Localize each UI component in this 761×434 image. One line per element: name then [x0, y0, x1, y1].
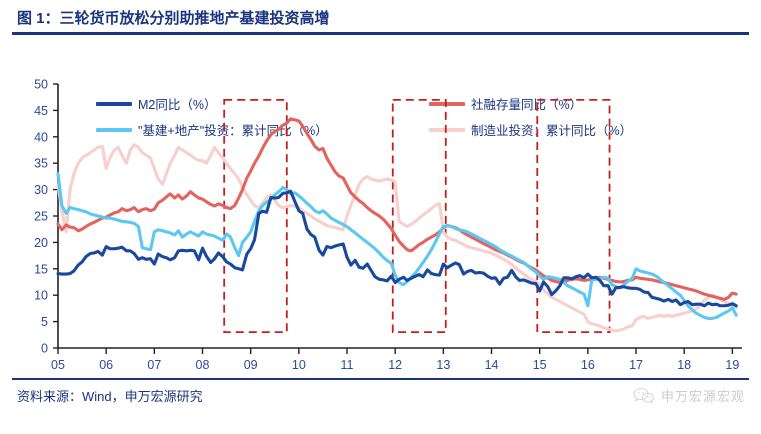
- title-divider: [12, 32, 749, 35]
- x-axis-tick-label: 12: [388, 358, 402, 372]
- y-axis-tick-label: 10: [34, 289, 48, 303]
- figure-header: 图 1：三轮货币放松分别助推地产基建投资高增: [0, 0, 761, 35]
- series-line-0: [56, 189, 738, 308]
- y-axis-tick-label: 0: [41, 342, 48, 356]
- legend-item-sherong: 社融存量同比（%）: [429, 94, 582, 113]
- x-axis-tick-label: 16: [581, 358, 595, 372]
- y-axis-tick-label: 45: [34, 104, 48, 118]
- x-axis-tick-label: 06: [99, 358, 113, 372]
- series-line-1: [56, 117, 738, 301]
- x-axis-tick-label: 15: [533, 358, 547, 372]
- x-axis-tick-label: 09: [244, 358, 258, 372]
- x-axis-tick-label: 13: [436, 358, 450, 372]
- legend-swatch-m2: [96, 101, 132, 106]
- x-axis-tick-label: 14: [485, 358, 499, 372]
- chart-legend: M2同比（%） 社融存量同比（%） "基建+地产"投资：累计同比（%） 制造业投…: [0, 44, 761, 138]
- legend-label-sherong: 社融存量同比（%）: [471, 98, 583, 112]
- legend-label-m2: M2同比（%）: [138, 98, 217, 112]
- series-line-3: [56, 143, 738, 333]
- watermark-label: 申万宏源宏观: [660, 389, 745, 404]
- legend-label-manufacturing: 制造业投资：累计同比（%）: [471, 124, 633, 138]
- legend-swatch-sherong: [429, 101, 465, 106]
- x-axis-tick-label: 17: [629, 358, 643, 372]
- x-axis-tick-label: 07: [147, 358, 161, 372]
- y-axis-tick-label: 5: [41, 315, 48, 329]
- series-line-2: [56, 172, 738, 320]
- x-axis-tick-label: 19: [725, 358, 739, 372]
- y-axis-tick-label: 50: [34, 78, 48, 92]
- y-axis-tick-label: 25: [34, 210, 48, 224]
- y-axis-tick-label: 40: [34, 130, 48, 144]
- highlight-box-2015-2016: [536, 98, 611, 334]
- y-axis-tick-label: 20: [34, 236, 48, 250]
- y-axis-tick-label: 30: [34, 183, 48, 197]
- legend-swatch-manufacturing: [429, 127, 465, 132]
- highlight-box-2008-2009: [223, 98, 288, 334]
- x-axis-tick-label: 18: [677, 358, 691, 372]
- x-axis-tick-label: 11: [341, 358, 354, 372]
- y-axis-tick-label: 15: [34, 262, 48, 276]
- legend-item-manufacturing: 制造业投资：累计同比（%）: [429, 120, 632, 139]
- legend-item-m2: M2同比（%）: [96, 94, 216, 113]
- watermark: 申万宏源宏观: [633, 386, 745, 405]
- y-axis-tick-label: 35: [34, 157, 48, 171]
- footer-divider: [12, 378, 749, 380]
- x-axis-tick-label: 08: [196, 358, 210, 372]
- wechat-icon: [633, 387, 655, 404]
- x-axis-tick-label: 10: [292, 358, 306, 372]
- page-title: 图 1：三轮货币放松分别助推地产基建投资高增: [17, 10, 330, 27]
- highlight-box-2012-2013: [391, 98, 447, 334]
- legend-swatch-infra-property: [96, 127, 132, 132]
- source-note: 资料来源：Wind，申万宏源研究: [17, 389, 203, 404]
- x-axis-tick-label: 05: [51, 358, 65, 372]
